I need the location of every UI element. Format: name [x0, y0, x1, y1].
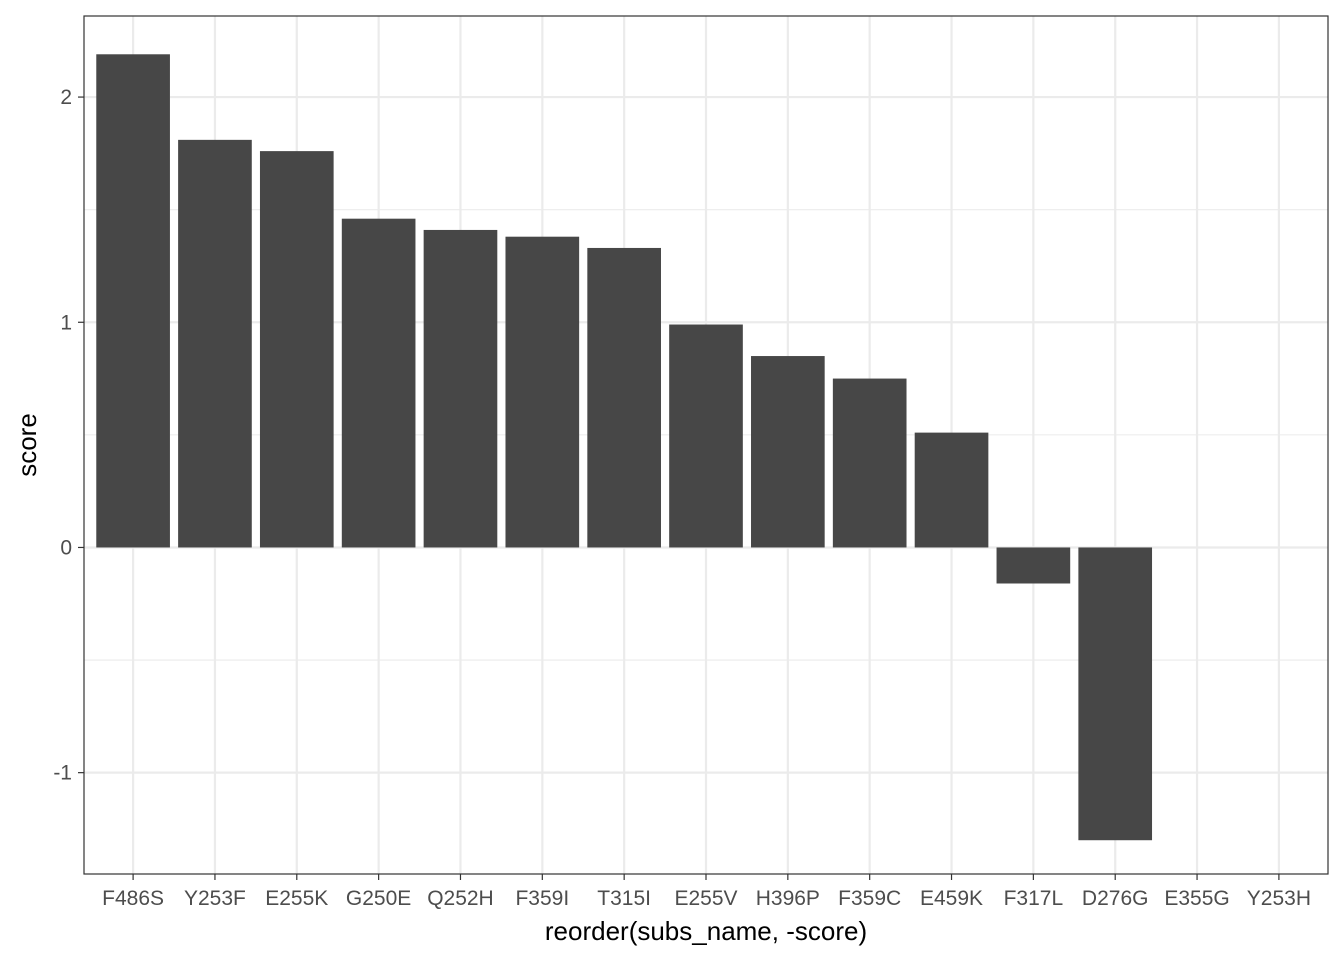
x-axis: F486S Y253F E255K G250E Q252H F359I T315I E255V…: [102, 874, 1311, 910]
bar: [669, 324, 743, 548]
bar: [505, 236, 580, 548]
bar: [178, 139, 252, 548]
x-axis-title: reorder(subs_name, -score): [545, 916, 867, 946]
x-tick-label: F486S: [102, 887, 164, 910]
y-tick-label: 1: [60, 311, 72, 334]
x-tick-label: E255V: [674, 887, 737, 910]
y-axis: -1 0 1 2: [53, 86, 84, 785]
y-tick-label: -1: [53, 762, 72, 785]
bar: [587, 247, 661, 548]
x-tick-label: E355G: [1164, 887, 1229, 910]
x-tick-label: Y253F: [184, 887, 246, 910]
bar: [1078, 547, 1153, 841]
bar: [341, 218, 416, 548]
x-tick-label: Y253H: [1247, 887, 1311, 910]
bars: [96, 54, 1153, 841]
bar: [423, 229, 498, 548]
bar: [751, 356, 825, 548]
x-tick-label: F317L: [1004, 887, 1064, 910]
y-axis-title: score: [12, 413, 42, 477]
bar: [832, 378, 907, 548]
y-tick-label: 2: [60, 86, 72, 109]
x-tick-label: F359I: [515, 887, 569, 910]
y-tick-label: 0: [60, 536, 72, 559]
x-tick-label: D276G: [1082, 887, 1149, 910]
x-tick-label: T315I: [597, 887, 651, 910]
x-tick-label: G250E: [346, 887, 411, 910]
x-tick-label: H396P: [756, 887, 820, 910]
bar: [96, 54, 170, 548]
bar: [996, 547, 1071, 584]
bar: [259, 151, 334, 548]
x-tick-label: F359C: [838, 887, 901, 910]
x-tick-label: E255K: [265, 887, 328, 910]
x-tick-label: Q252H: [427, 887, 494, 910]
bar: [914, 432, 989, 548]
x-tick-label: E459K: [920, 887, 983, 910]
